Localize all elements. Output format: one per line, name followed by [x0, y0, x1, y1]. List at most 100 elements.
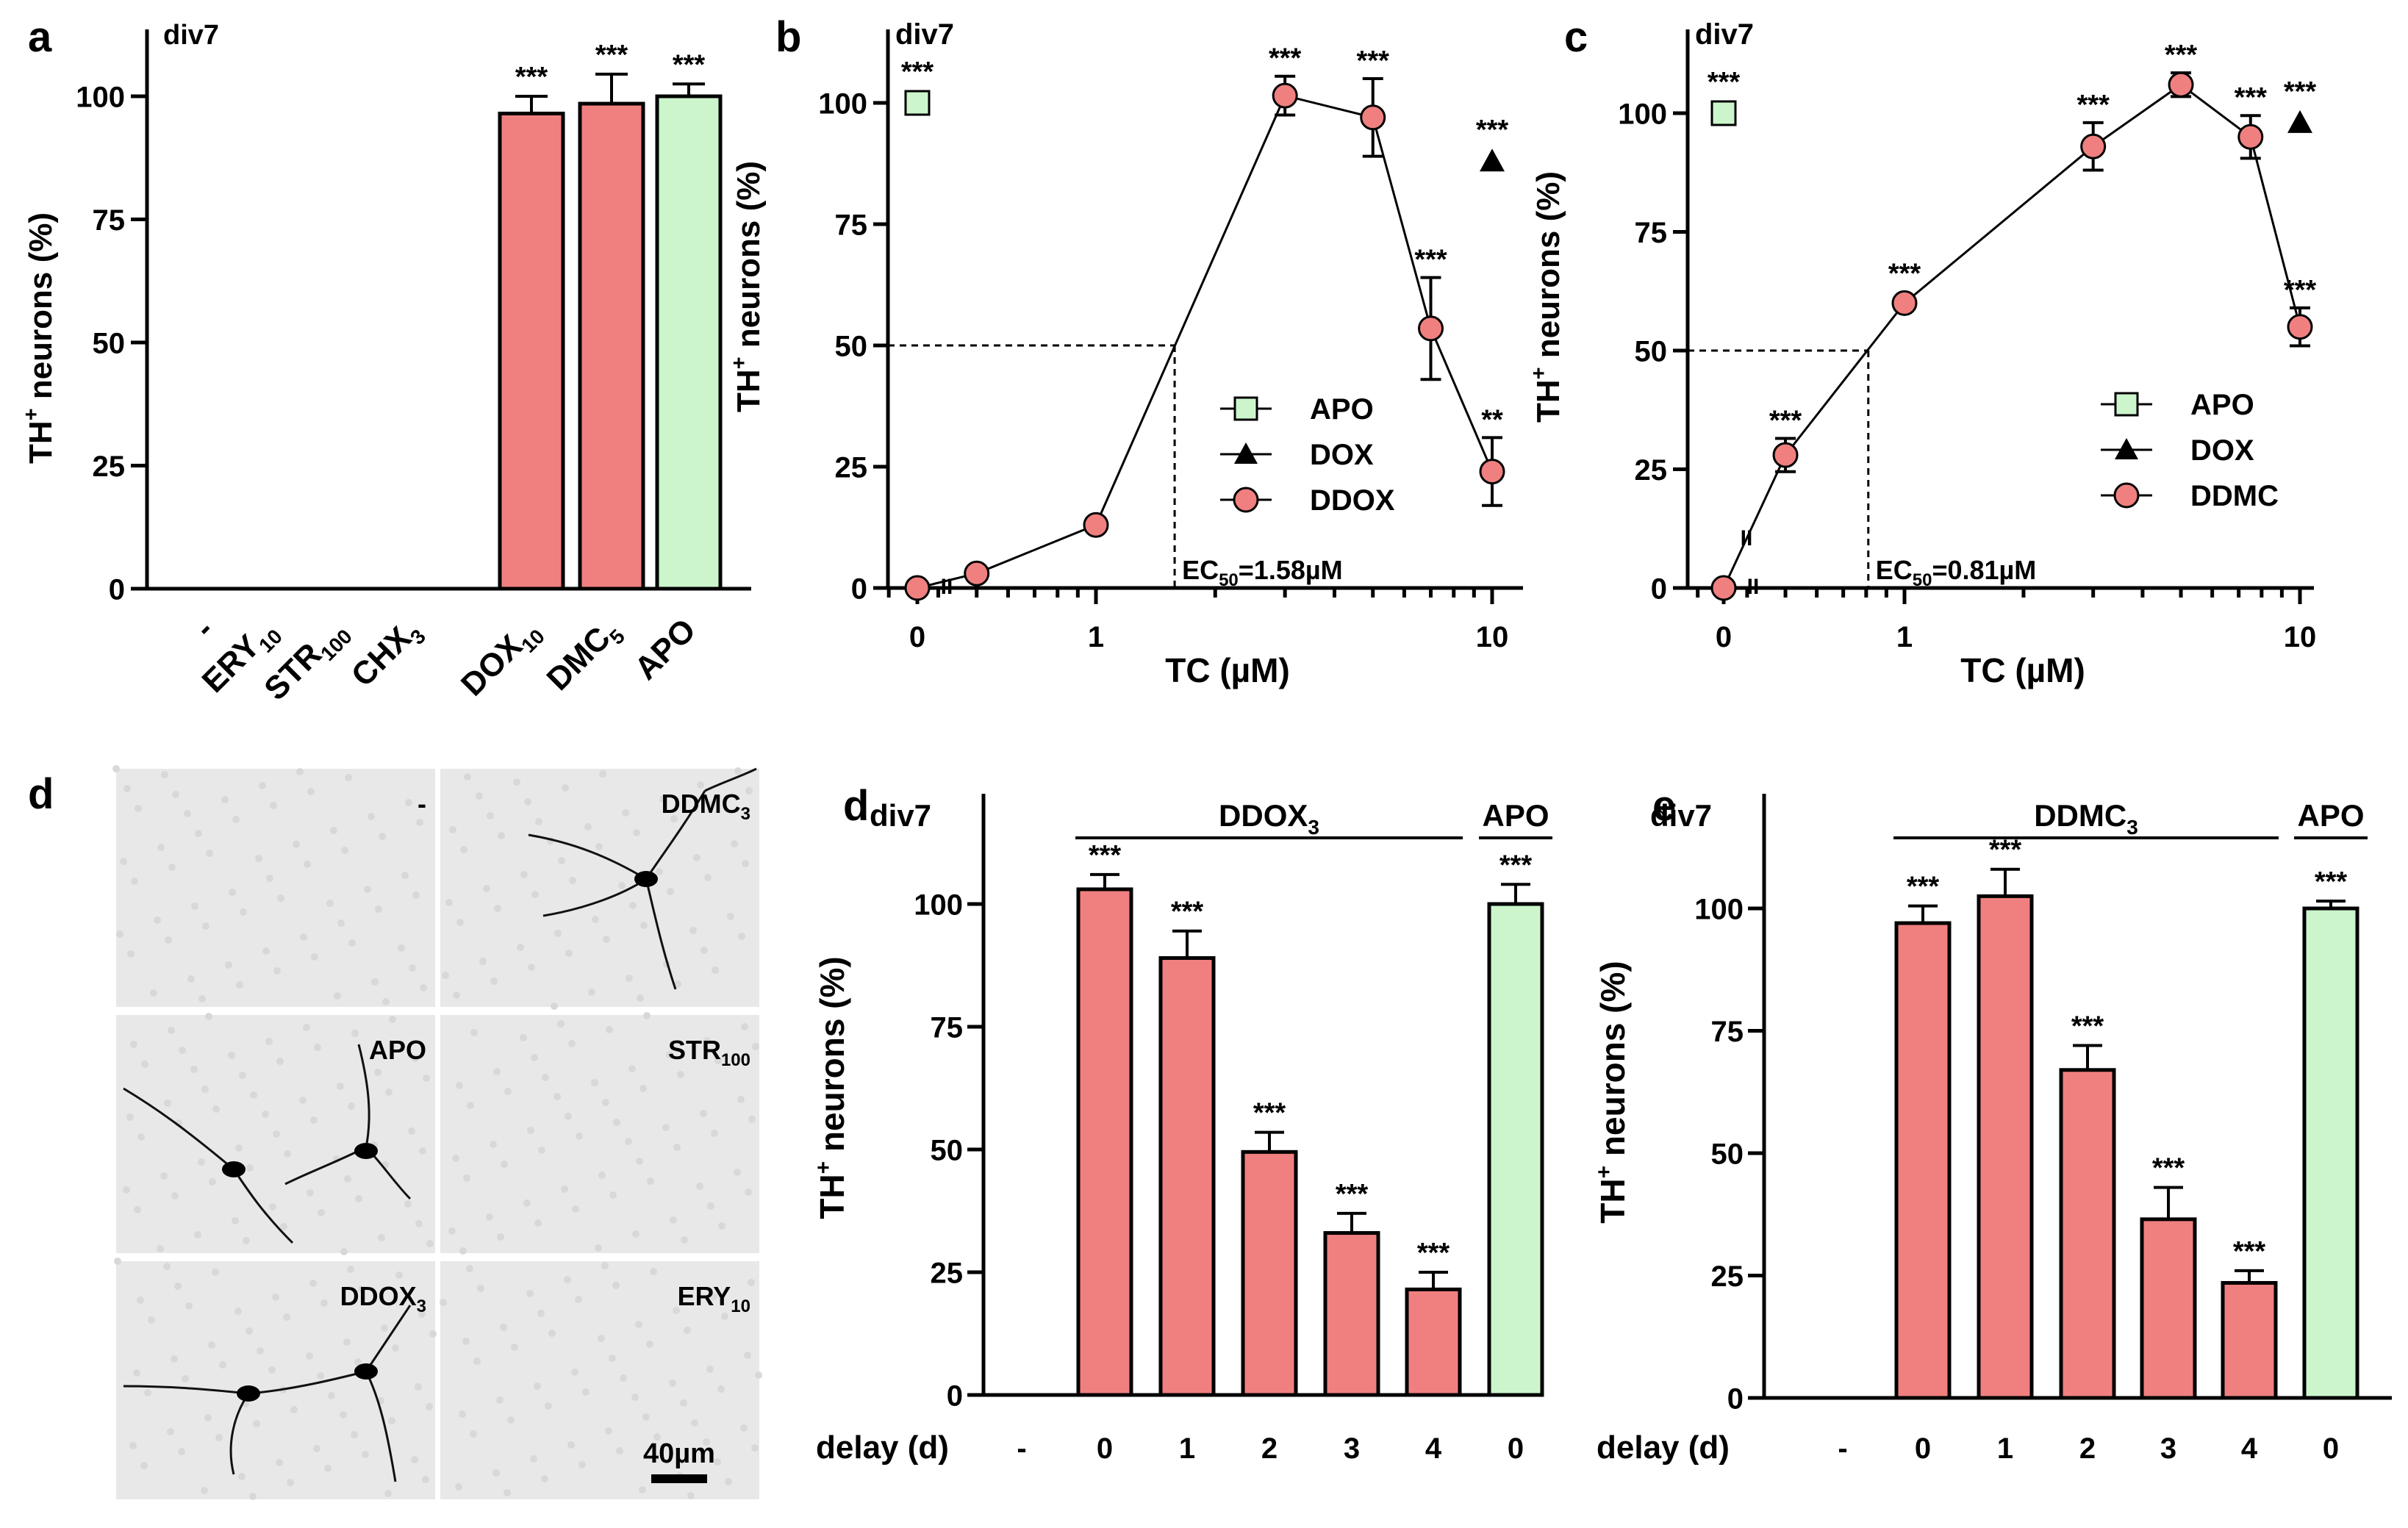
cell-speckle [240, 908, 247, 916]
cell-speckle [595, 843, 603, 850]
cell-speckle [420, 984, 427, 991]
cell-speckle [704, 874, 712, 881]
cell-speckle [174, 1283, 182, 1290]
significance-label: *** [2235, 82, 2268, 113]
cell-speckle [445, 899, 453, 906]
cell-speckle [212, 1105, 220, 1113]
micrograph-label-main: - [418, 789, 426, 819]
cell-speckle [324, 1465, 332, 1472]
x-tick-label: 4 [1425, 1432, 1442, 1465]
legend-label: APO [2190, 389, 2254, 421]
cell-speckle [422, 1476, 429, 1483]
significance-label: *** [1336, 1179, 1369, 1210]
cell-speckle [341, 847, 348, 854]
cell-speckle [618, 882, 626, 889]
cell-speckle [348, 1102, 355, 1110]
cell-speckle [714, 1458, 721, 1466]
significance-label: *** [1499, 850, 1533, 880]
significance-label: *** [2315, 867, 2348, 897]
y-axis-label-main: TH [1594, 1178, 1632, 1223]
cell-speckle [755, 1371, 762, 1379]
y-tick-label: 0 [851, 573, 867, 606]
x-tick-label: 0 [1508, 1432, 1524, 1465]
neurite [704, 767, 757, 792]
cell-speckle [520, 871, 528, 878]
cell-speckle [538, 1147, 545, 1154]
x-tick-label: 0 [1716, 621, 1732, 653]
cell-speckle [307, 1189, 314, 1197]
cell-speckle [283, 1313, 290, 1321]
significance-label: *** [1269, 43, 1302, 74]
cell-speckle [466, 1265, 473, 1272]
cell-speckle [452, 1155, 459, 1162]
cell-speckle [562, 784, 569, 792]
cell-speckle [150, 989, 157, 997]
cell-speckle [535, 818, 542, 825]
cell-speckle [684, 1327, 691, 1334]
cell-speckle [639, 1486, 646, 1493]
cell-speckle [389, 1016, 396, 1023]
cell-speckle [622, 809, 629, 817]
panel-label: b [775, 13, 801, 61]
cell-speckle [670, 1216, 677, 1224]
y-tick-label: 0 [947, 1380, 963, 1413]
cell-speckle [680, 1399, 687, 1407]
cell-speckle [707, 1202, 714, 1210]
cell-speckle [643, 1012, 651, 1019]
cell-speckle [154, 917, 161, 924]
cell-speckle [270, 802, 277, 809]
cell-speckle [633, 829, 640, 836]
cell-speckle [667, 888, 674, 895]
y-tick-label: 50 [835, 331, 868, 363]
cell-speckle [395, 1271, 403, 1279]
cell-speckle [187, 975, 195, 983]
cell-speckle [123, 785, 131, 792]
cell-speckle [313, 1445, 320, 1452]
x-tick-label: 1 [1179, 1432, 1195, 1465]
neurite [645, 790, 706, 880]
cell-speckle [602, 1099, 609, 1106]
cell-speckle [191, 903, 198, 910]
cell-speckle [198, 995, 206, 1002]
data-point-ddox [1360, 104, 1386, 131]
cell-speckle [531, 891, 539, 898]
cell-speckle [548, 1330, 556, 1337]
legend-marker-square [1233, 396, 1258, 421]
ec50-label-sub: 50 [1913, 570, 1932, 590]
cell-speckle [235, 1144, 243, 1152]
cell-speckle [171, 1355, 178, 1363]
cell-speckle [296, 768, 304, 775]
y-tick-label: 75 [931, 1012, 964, 1044]
significance-label: *** [595, 40, 628, 71]
ec50-label-pre: EC [1182, 555, 1219, 585]
cell-speckle [206, 850, 213, 857]
cell-speckle [572, 1205, 579, 1213]
cell-speckle [636, 1158, 643, 1165]
cell-speckle [334, 992, 341, 1000]
cell-speckle [463, 1174, 470, 1182]
cell-speckle [171, 1192, 179, 1199]
micrograph-background [440, 1261, 759, 1499]
data-point-dox [2287, 110, 2312, 133]
cell-speckle [184, 810, 191, 817]
bar [1241, 1149, 1298, 1397]
y-axis-label-sup: + [1527, 367, 1551, 379]
y-axis-label-main: TH [731, 369, 767, 412]
cell-speckle [228, 1052, 235, 1059]
micrograph-tile: DDOX3 [114, 1258, 437, 1500]
x-tick-label: 1 [1997, 1432, 2013, 1465]
x-tick-label: 2 [2079, 1432, 2096, 1465]
ec50-label: EC50=1.58µM [1182, 555, 1343, 590]
y-tick-label: 25 [1635, 454, 1668, 487]
micrograph-tile: DDMC3 [440, 767, 759, 1010]
bar [2059, 1068, 2116, 1400]
cell-speckle [551, 1002, 558, 1010]
cell-speckle [205, 1013, 212, 1020]
significance-label: ** [1481, 404, 1503, 435]
y-axis-label-sup: + [728, 356, 751, 369]
cell-speckle [666, 1051, 673, 1058]
x-tick-label: DOX10 [454, 625, 549, 703]
cell-speckle [392, 1344, 399, 1352]
cell-speckle [362, 1451, 369, 1458]
cell-speckle [161, 771, 168, 778]
